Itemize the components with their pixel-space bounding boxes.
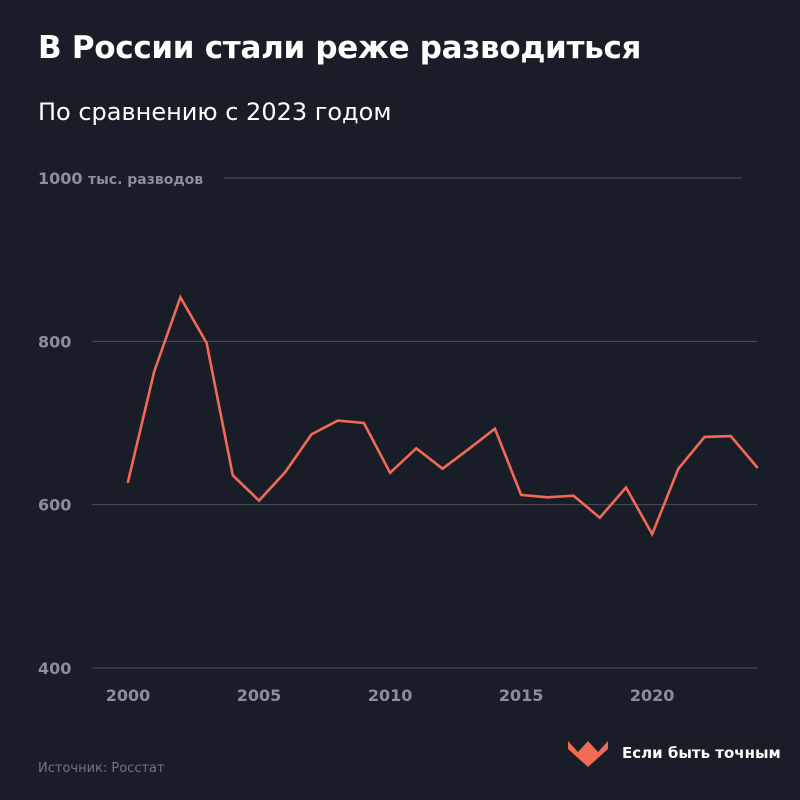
chart-title: В России стали реже разводиться (38, 30, 642, 66)
series-line (126, 294, 759, 538)
brand-name: Если быть точным (622, 744, 781, 762)
source-note: Источник: Росстат (38, 761, 165, 776)
brand: Если быть точным (566, 738, 781, 768)
y-tick-label: 400 (38, 659, 71, 678)
y-tick-label: 600 (38, 496, 71, 515)
x-tick-label: 2000 (106, 686, 151, 705)
heart-wave-logo-icon (568, 741, 608, 767)
x-tick-label: 2005 (237, 686, 282, 705)
x-tick-label: 2010 (368, 686, 413, 705)
y-unit-label: тыс. разводов (88, 172, 203, 188)
chart-subtitle: По сравнению с 2023 годом (38, 98, 392, 126)
y-tick-label: 1000 (38, 169, 83, 188)
x-tick-label: 2020 (630, 686, 675, 705)
x-tick-label: 2015 (499, 686, 544, 705)
y-tick-label: 800 (38, 332, 71, 351)
